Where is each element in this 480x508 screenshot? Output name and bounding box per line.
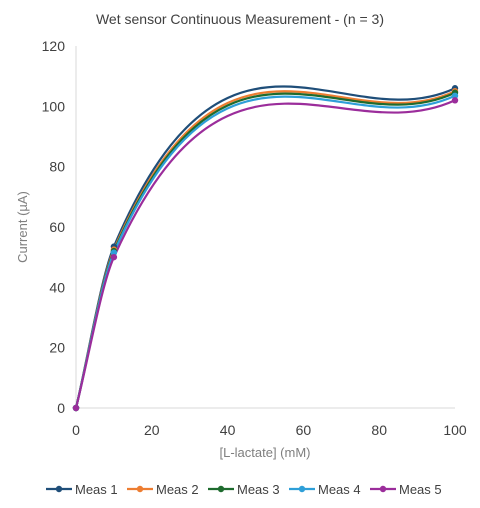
data-point [72, 404, 80, 412]
y-tick-label: 120 [42, 38, 66, 54]
x-tick-label: 60 [296, 422, 312, 438]
data-point [451, 97, 459, 104]
legend-swatch-marker [298, 485, 306, 493]
data-point [110, 253, 118, 261]
legend-swatch-marker [217, 485, 225, 493]
legend-label: Meas 2 [156, 482, 199, 497]
x-tick-label: 40 [220, 422, 236, 438]
x-tick-label: 100 [443, 422, 467, 438]
y-tick-label: 20 [49, 340, 65, 356]
chart-title: Wet sensor Continuous Measurement - (n =… [96, 11, 384, 27]
y-tick-label: 60 [49, 219, 65, 235]
y-tick-label: 40 [49, 279, 65, 295]
data-point [451, 92, 459, 99]
y-axis-label: Current (µA) [15, 191, 30, 263]
x-tick-labels: 0 20 40 60 80 100 [72, 422, 467, 438]
x-tick-label: 0 [72, 422, 80, 438]
legend-label: Meas 4 [318, 482, 361, 497]
y-tick-label: 0 [57, 400, 65, 416]
legend: Meas 1 Meas 2 Meas 3 Meas 4 Meas 5 [46, 482, 442, 497]
series-line [74, 94, 456, 409]
x-tick-label: 20 [144, 422, 160, 438]
series-line [74, 85, 456, 409]
legend-label: Meas 3 [237, 482, 280, 497]
legend-label: Meas 5 [399, 482, 442, 497]
legend-label: Meas 1 [75, 482, 118, 497]
series-lines [74, 85, 456, 409]
x-tick-label: 80 [371, 422, 387, 438]
data-point [110, 249, 118, 256]
y-tick-label: 100 [42, 98, 66, 114]
legend-swatch-marker [55, 485, 63, 493]
series-markers [72, 85, 459, 412]
series-line [74, 91, 456, 409]
legend-swatch-marker [136, 485, 144, 493]
legend-swatch-marker [379, 485, 387, 493]
series-line [74, 90, 456, 409]
x-axis-label: [L-lactate] (mM) [219, 445, 310, 460]
plot-area: 0 20 40 60 80 100 120 0 20 40 60 80 100 [42, 38, 467, 438]
series-line [74, 99, 456, 409]
y-tick-label: 80 [49, 159, 65, 175]
y-tick-labels: 0 20 40 60 80 100 120 [42, 38, 66, 416]
